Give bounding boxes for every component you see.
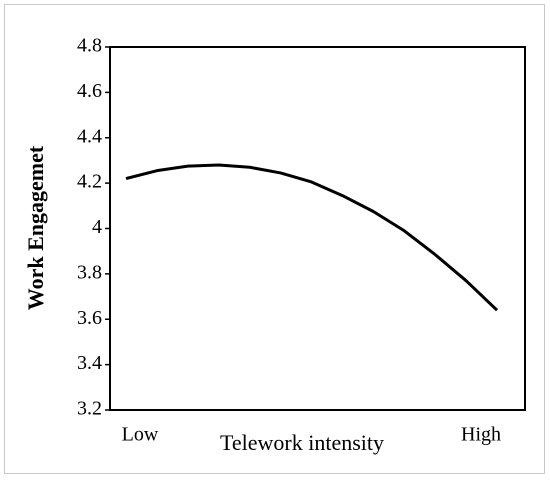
y-tick-label: 4.8 bbox=[77, 35, 102, 57]
x-tick-label: High bbox=[461, 424, 501, 446]
line bbox=[125, 163, 499, 312]
y-tick-label: 3.6 bbox=[77, 307, 102, 329]
frame bbox=[4, 4, 545, 474]
y-tick-label: 4 bbox=[92, 216, 102, 238]
y-tick-label: 4.2 bbox=[77, 171, 102, 193]
y-tick-label: 3.2 bbox=[77, 398, 102, 420]
y-tick-label: 4.4 bbox=[77, 125, 102, 147]
y-tick-label: 3.4 bbox=[77, 352, 102, 374]
y-axis-label: Work Engagemet bbox=[23, 145, 48, 310]
y-tick-label: 3.8 bbox=[77, 261, 102, 283]
x-tick-label: Low bbox=[122, 424, 159, 446]
y-tick-label: 4.6 bbox=[77, 80, 102, 102]
x-axis-label: Telework intensity bbox=[220, 430, 384, 455]
